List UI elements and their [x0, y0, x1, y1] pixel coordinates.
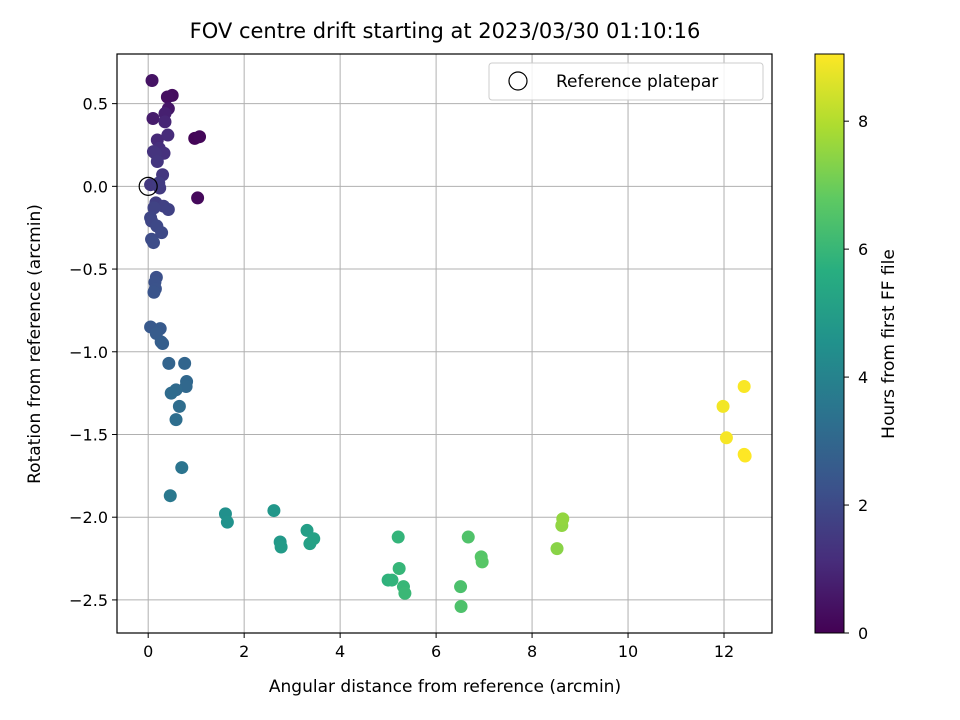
x-tick-label: 0	[143, 642, 153, 661]
data-point	[146, 236, 160, 250]
data-point	[454, 600, 468, 614]
data-point	[391, 530, 405, 544]
data-point	[161, 203, 175, 217]
y-axis: 0.5 0.0 −0.5 −1.0 −1.5 −2.0 −2.5	[69, 95, 117, 610]
data-point	[307, 532, 321, 546]
x-axis: 0 2 4 6 8 10 12	[143, 633, 734, 661]
legend-box	[488, 62, 764, 101]
x-tick-label: 12	[714, 642, 734, 661]
y-tick-label: −2.5	[69, 591, 108, 610]
reference-platepar-marker	[138, 176, 158, 196]
data-point	[172, 399, 186, 413]
data-point	[267, 504, 281, 518]
colorbar-tick-label: 6	[858, 240, 868, 259]
y-tick-label: −0.5	[69, 260, 108, 279]
colorbar-ticks: 0 2 4 6 8	[844, 112, 868, 643]
data-point	[178, 356, 192, 370]
data-point	[193, 130, 207, 144]
data-point	[461, 530, 475, 544]
data-point	[147, 201, 161, 215]
colorbar-gradient	[814, 53, 845, 634]
data-point	[156, 337, 170, 350]
x-tick-label: 10	[618, 642, 638, 661]
colorbar-tick-label: 0	[858, 624, 868, 643]
data-point	[716, 399, 730, 413]
plot-frame	[116, 53, 773, 634]
colorbar-tick-label: 2	[858, 496, 868, 515]
colorbar: 0 2 4 6 8 Hours from first FF file	[814, 53, 899, 643]
legend-label-reference: Reference platepar	[556, 72, 718, 92]
data-point	[220, 515, 234, 529]
reference-marker-layer	[138, 176, 158, 196]
legend: Reference platepar	[488, 62, 764, 101]
x-tick-label: 4	[335, 642, 345, 661]
data-point	[155, 226, 169, 240]
x-tick-label: 2	[239, 642, 249, 661]
data-point	[475, 555, 489, 569]
data-point	[150, 155, 164, 169]
data-point	[152, 176, 166, 190]
y-tick-label: −1.5	[69, 425, 108, 444]
y-tick-label: −1.0	[69, 343, 108, 362]
data-point	[147, 285, 161, 299]
data-point	[454, 580, 468, 594]
data-point	[169, 413, 183, 427]
grid	[117, 54, 772, 633]
data-point	[556, 512, 570, 526]
y-tick-label: 0.0	[83, 177, 108, 196]
colorbar-tick-label: 4	[858, 368, 868, 387]
chart-title: FOV centre drift starting at 2023/03/30 …	[190, 19, 701, 43]
y-axis-label: Rotation from reference (arcmin)	[25, 204, 45, 484]
legend-marker-reference	[508, 71, 528, 91]
data-point	[161, 128, 175, 142]
data-point	[158, 115, 172, 129]
x-axis-label: Angular distance from reference (arcmin)	[269, 677, 621, 697]
data-point	[163, 489, 177, 503]
data-point	[719, 431, 733, 445]
data-point	[160, 90, 174, 104]
x-tick-label: 6	[431, 642, 441, 661]
data-point	[274, 540, 288, 554]
data-point	[145, 73, 159, 87]
data-point	[175, 461, 189, 475]
data-point	[191, 191, 205, 205]
colorbar-tick-label: 8	[858, 112, 868, 131]
data-point	[550, 542, 564, 556]
data-point	[737, 380, 751, 394]
colorbar-label: Hours from first FF file	[879, 249, 899, 439]
y-tick-label: 0.5	[83, 95, 108, 114]
x-tick-label: 8	[527, 642, 537, 661]
data-point	[738, 449, 752, 463]
data-points	[144, 73, 752, 614]
data-point	[385, 573, 399, 587]
data-point	[398, 586, 412, 600]
y-tick-label: −2.0	[69, 508, 108, 527]
data-point	[392, 561, 406, 575]
data-point	[179, 380, 193, 394]
data-point	[162, 356, 176, 370]
data-point	[146, 112, 160, 126]
data-point	[164, 386, 178, 400]
